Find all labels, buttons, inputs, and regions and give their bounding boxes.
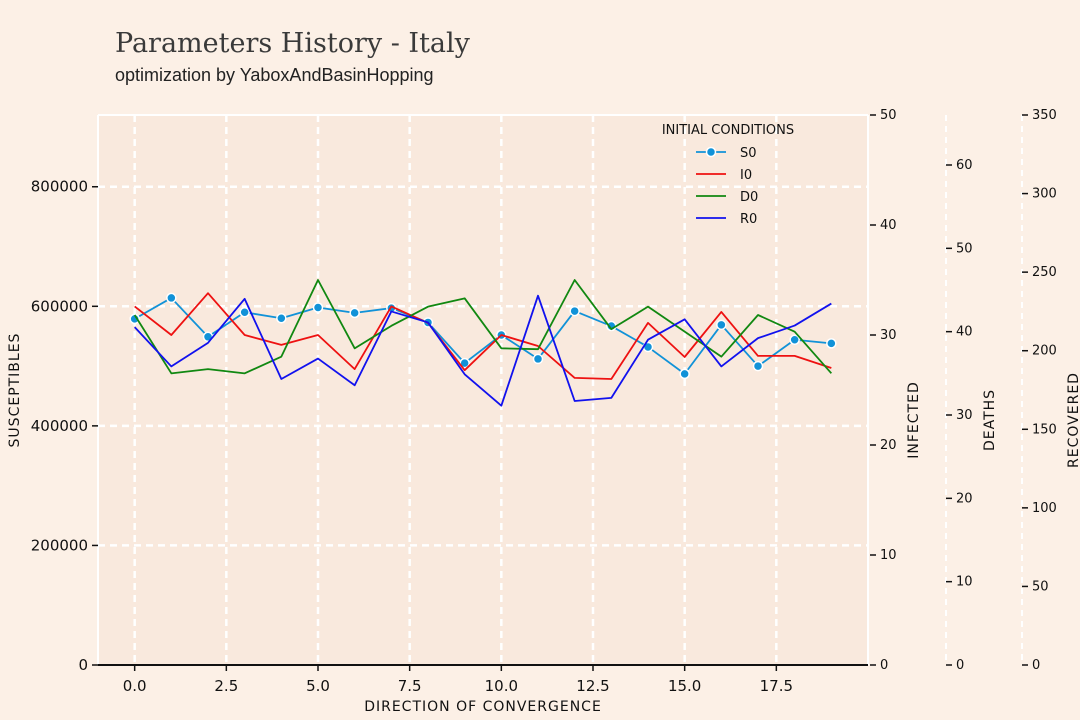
right-tick-label: 0 [956,658,964,673]
x-tick-label: 5.0 [306,677,330,695]
series-line-d0 [133,279,833,375]
series-line-r0 [134,294,832,407]
right-tick-label: 20 [956,491,973,506]
right-tick-label: 0 [1032,658,1040,673]
legend-marker [705,146,717,158]
x-tick-label: 12.5 [576,677,609,695]
right-tick-label: 20 [880,438,897,453]
data-point [129,313,140,325]
x-tick-label: 7.5 [398,677,422,695]
y-axis-label-infected: INFECTED [906,381,922,458]
legend-item-d0: D0 [696,190,758,205]
x-tick-label: 2.5 [214,677,238,695]
x-tick-label: 17.5 [760,677,793,695]
y-tick-label: 400000 [31,417,88,435]
legend-label: D0 [740,190,758,205]
chart-subtitle: optimization by YaboxAndBasinHopping [115,65,434,85]
data-point [349,307,360,319]
y-axis-label-deaths: DEATHS [982,389,998,451]
y-axis-label-recovered: RECOVERED [1066,372,1080,468]
y-tick-label: 600000 [31,297,88,315]
grid [98,115,868,665]
data-point [166,292,177,304]
y-axis-label-susceptibles: SUSCEPTIBLES [7,333,23,448]
right-tick-label: 40 [880,218,897,233]
right-tick-label: 10 [880,548,897,563]
right-tick-label: 0 [880,658,888,673]
right-tick-label: 30 [956,408,973,423]
y-tick-label: 800000 [31,178,88,196]
data-point [716,319,727,331]
legend: INITIAL CONDITIONS S0 I0 D0 R0 [662,123,794,227]
data-point [532,353,544,365]
legend-item-i0: I0 [696,168,752,183]
data-point [569,305,580,317]
y-tick-label: 0 [78,656,88,674]
right-tick-label: 300 [1032,187,1057,202]
x-axis-label: DIRECTION OF CONVERGENCE [364,699,602,715]
data-point [276,313,287,324]
legend-label: R0 [740,212,757,227]
data-point [239,307,250,318]
data-point [679,368,690,380]
data-point [789,334,800,346]
data-point [826,338,837,349]
right-tick-label: 60 [956,158,973,173]
legend-title: INITIAL CONDITIONS [662,123,794,138]
right-tick-label: 50 [880,108,897,123]
legend-label: S0 [740,146,757,161]
x-tick-label: 15.0 [668,677,701,695]
right-tick-label: 250 [1032,265,1057,280]
series-line-i0 [134,292,832,380]
right-tick-label: 10 [956,575,973,590]
series-r0 [134,294,832,407]
right-tick-label: 350 [1032,108,1057,123]
series-i0 [134,292,832,380]
legend-item-s0: S0 [696,146,757,161]
right-tick-label: 40 [956,325,973,340]
right-tick-label: 50 [956,241,973,256]
x-tick-label: 10.0 [485,677,518,695]
series-d0 [133,279,833,375]
x-tick-label: 0.0 [123,677,147,695]
data-point [752,360,764,372]
right-tick-label: 200 [1032,344,1057,359]
legend-item-r0: R0 [696,212,757,227]
chart-title: Parameters History - Italy [115,28,470,59]
right-tick-label: 150 [1032,422,1057,437]
right-tick-label: 100 [1032,501,1057,516]
right-tick-label: 30 [880,328,897,343]
right-tick-label: 50 [1032,579,1049,594]
legend-label: I0 [740,168,752,183]
data-point [312,302,324,313]
y-tick-label: 200000 [31,536,88,554]
